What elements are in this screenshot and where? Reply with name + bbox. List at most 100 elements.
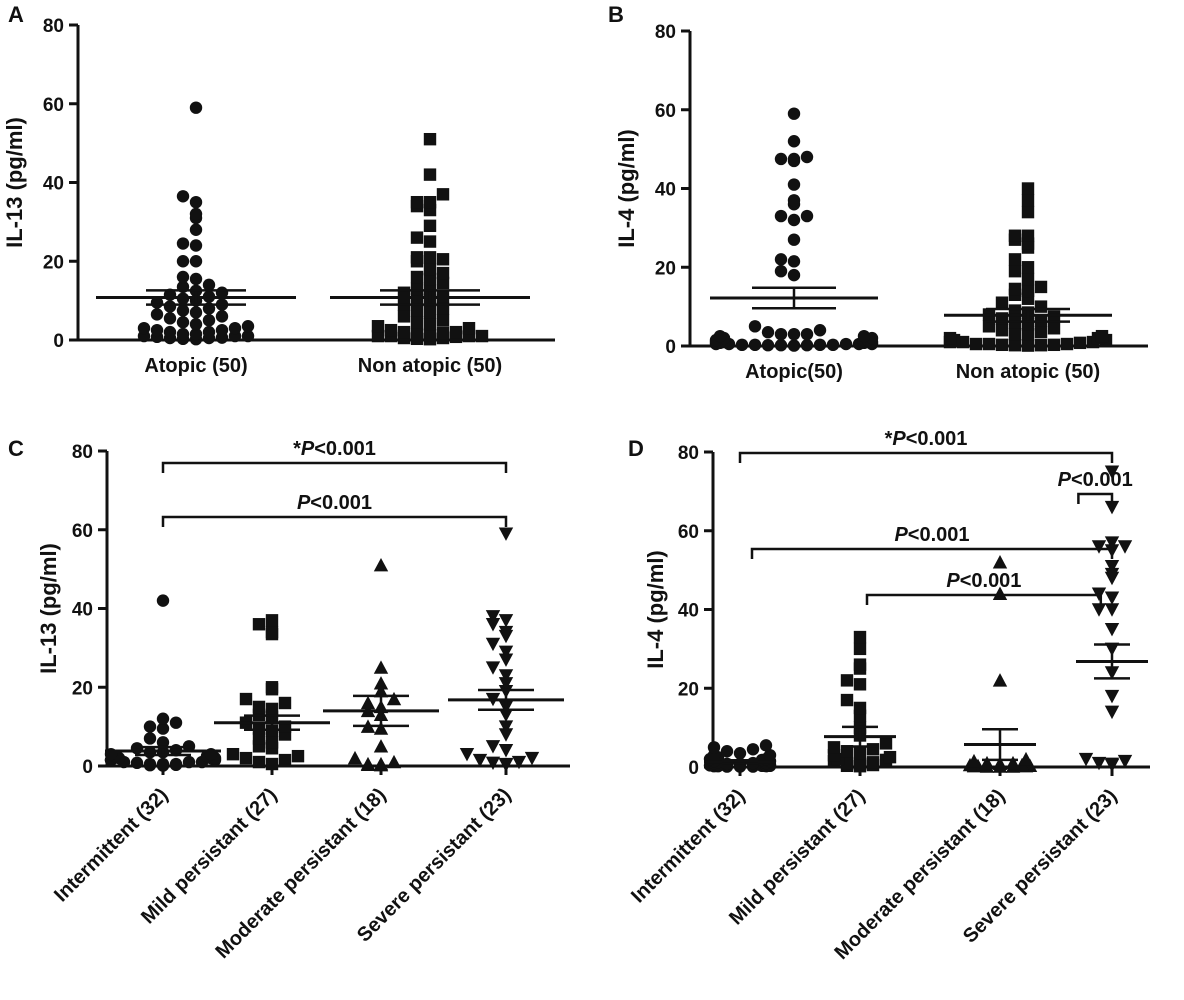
- x-tick-label: Atopic(50): [745, 361, 843, 383]
- data-point: [748, 320, 762, 333]
- data-point: [371, 329, 385, 343]
- data-point: [1104, 622, 1120, 637]
- panel-letter: D: [628, 436, 644, 461]
- data-point: [1091, 756, 1107, 771]
- y-tick-label: 0: [53, 331, 64, 352]
- data-point: [156, 722, 170, 735]
- data-point: [278, 753, 292, 767]
- data-point: [202, 278, 216, 292]
- data-point: [1104, 559, 1120, 574]
- data-point: [827, 741, 841, 754]
- data-point: [189, 101, 203, 114]
- data-point: [813, 338, 827, 352]
- significance-bracket: P<0.001: [865, 570, 1103, 605]
- data-point: [498, 757, 514, 772]
- data-point: [169, 757, 183, 771]
- data-group: [323, 557, 439, 772]
- data-point: [879, 737, 893, 750]
- y-tick-label: 20: [678, 679, 699, 700]
- data-point: [137, 321, 151, 335]
- data-point: [176, 237, 190, 250]
- data-point: [1078, 752, 1094, 767]
- panel-letter: C: [8, 436, 24, 461]
- y-tick-label: 60: [72, 521, 93, 542]
- y-tick-label: 60: [655, 101, 676, 122]
- data-point: [252, 732, 266, 745]
- data-point: [1095, 329, 1109, 343]
- data-point: [1008, 229, 1022, 242]
- data-point: [143, 732, 157, 745]
- data-point: [524, 751, 540, 766]
- data-point: [1008, 264, 1022, 278]
- data-group: [1076, 465, 1148, 773]
- data-point: [397, 325, 411, 339]
- data-point: [800, 209, 814, 223]
- data-point: [130, 756, 144, 770]
- x-tick-label: Intermittent (32): [50, 784, 172, 906]
- data-point: [992, 756, 1008, 771]
- y-axis-label: IL-4 (pg/ml): [643, 550, 668, 669]
- data-point: [1034, 300, 1048, 313]
- data-point: [840, 693, 854, 707]
- data-point: [143, 720, 157, 733]
- y-tick-label: 80: [655, 22, 676, 43]
- data-point: [840, 745, 854, 758]
- data-point: [857, 329, 871, 343]
- data-point: [1021, 272, 1035, 286]
- bracket-line: [738, 451, 1114, 463]
- data-point: [1008, 327, 1022, 341]
- data-point: [853, 701, 867, 715]
- data-point: [1117, 754, 1133, 769]
- data-point: [423, 318, 437, 331]
- data-point: [150, 308, 164, 321]
- data-point: [1021, 194, 1035, 207]
- data-point: [995, 324, 1009, 337]
- data-point: [800, 327, 814, 341]
- data-point: [485, 756, 501, 771]
- y-tick-label: 40: [678, 601, 699, 622]
- data-point: [1104, 705, 1120, 720]
- data-point: [1073, 336, 1087, 350]
- bracket-line: [161, 515, 508, 527]
- data-point: [1021, 205, 1035, 219]
- data-point: [498, 720, 514, 734]
- data-point: [787, 152, 801, 166]
- data-point: [163, 312, 177, 325]
- data-point: [763, 748, 777, 762]
- data-point: [182, 755, 196, 769]
- data-point: [883, 750, 897, 764]
- panel-d: D 0 20 40 60 80 IL-4 (pg/ml) Intermittent (32)M…: [627, 428, 1150, 964]
- data-point: [386, 691, 402, 706]
- y-tick-label: 0: [665, 337, 676, 358]
- data-point: [475, 329, 489, 343]
- data-point: [982, 337, 996, 351]
- significance-bracket: *P<0.001: [738, 428, 1114, 463]
- y-tick-label: 0: [82, 757, 93, 778]
- data-point: [228, 321, 242, 335]
- data-point: [278, 696, 292, 710]
- data-point: [787, 135, 801, 148]
- data-point: [485, 637, 501, 652]
- data-point: [291, 749, 305, 763]
- data-point: [787, 178, 801, 191]
- data-point: [746, 743, 760, 756]
- data-point: [472, 753, 488, 768]
- y-tick-label: 60: [43, 95, 64, 116]
- data-point: [176, 316, 190, 329]
- significance-bracket: P<0.001: [750, 524, 1114, 559]
- data-point: [252, 755, 266, 769]
- data-point: [423, 262, 437, 276]
- data-point: [265, 702, 279, 716]
- data-point: [169, 716, 183, 729]
- data-point: [1021, 229, 1035, 242]
- data-point: [979, 755, 995, 770]
- data-point: [485, 618, 501, 632]
- data-point: [787, 327, 801, 341]
- data-point: [176, 327, 190, 341]
- data-group: [96, 101, 296, 346]
- data-point: [943, 331, 957, 345]
- data-point: [787, 255, 801, 268]
- panel-letter: B: [608, 2, 624, 27]
- data-point: [1047, 322, 1061, 335]
- bracket-line: [750, 547, 1114, 559]
